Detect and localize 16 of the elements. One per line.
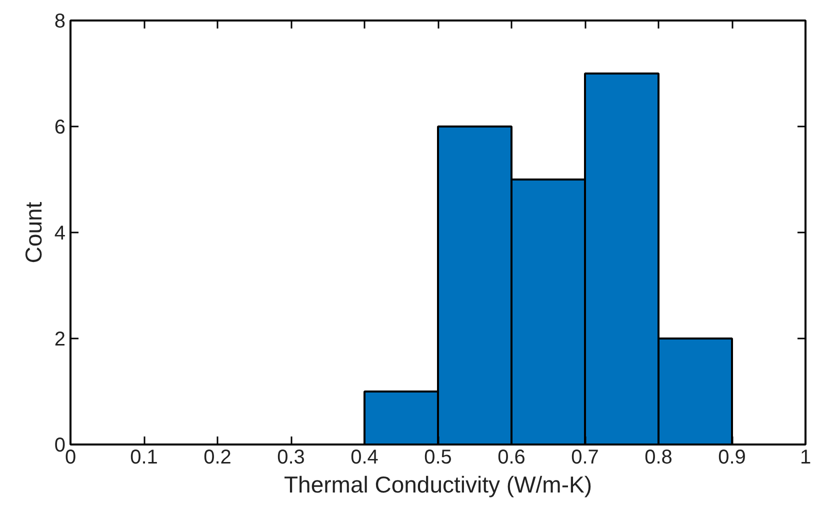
y-axis-title: Count (20, 201, 46, 264)
x-axis-title: Thermal Conductivity (W/m-K) (284, 472, 592, 498)
x-tick-label: 0.2 (204, 446, 232, 468)
y-tick-label: 8 (54, 10, 66, 32)
x-tick-label: 0.8 (644, 446, 672, 468)
y-tick-label: 2 (54, 328, 66, 350)
x-tick-label: 0.7 (571, 446, 599, 468)
y-tick-label: 6 (54, 116, 66, 138)
x-tick-label: 0.6 (498, 446, 526, 468)
x-tick-label: 0.5 (424, 446, 452, 468)
y-tick-label: 4 (54, 222, 66, 244)
x-tick-label: 1 (800, 446, 812, 468)
x-tick-label: 0.3 (277, 446, 305, 468)
x-tick-label: 0.4 (350, 446, 378, 468)
x-tick-label: 0.1 (130, 446, 158, 468)
x-tick-label: 0.9 (718, 446, 746, 468)
